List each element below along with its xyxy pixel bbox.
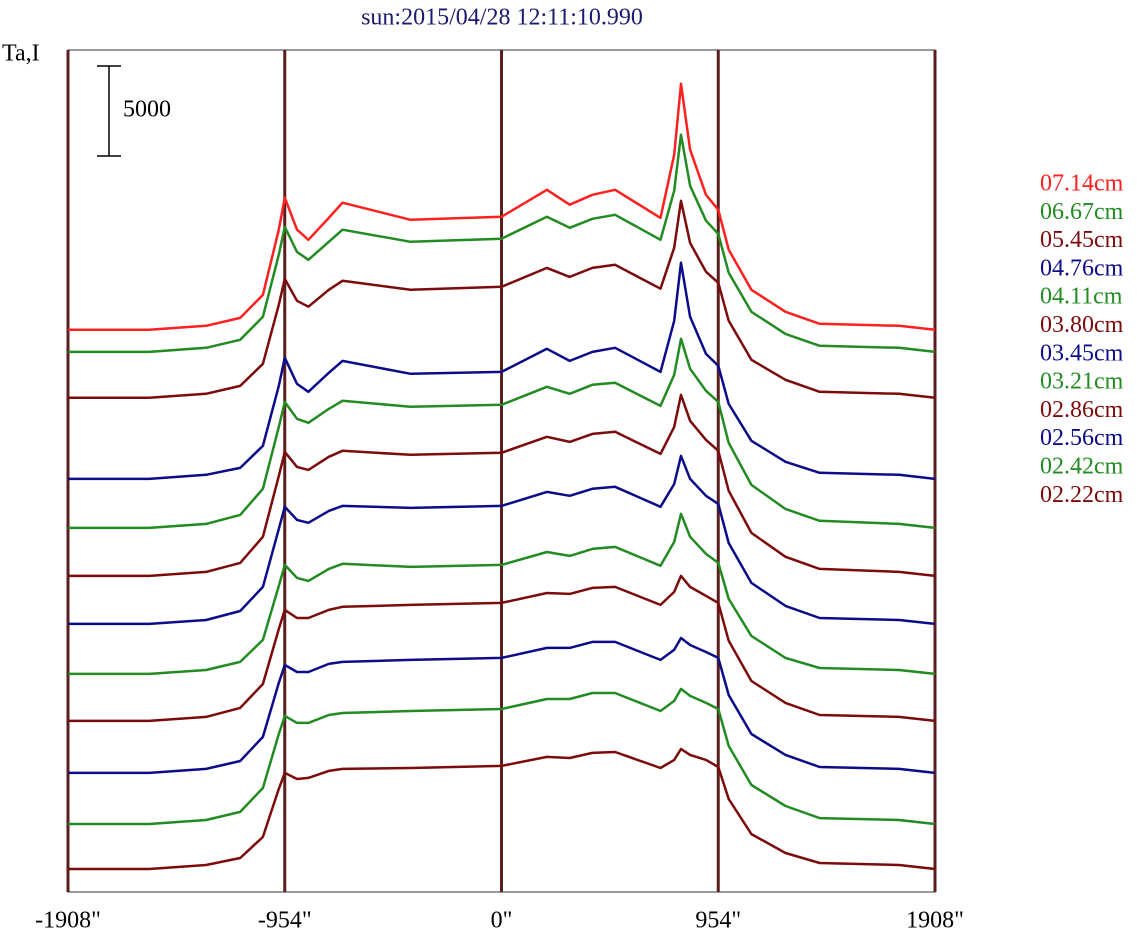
legend-label: 04.11cm — [1040, 284, 1123, 310]
x-tick-label: 954" — [695, 908, 741, 934]
y-axis-label: Ta,I — [2, 41, 40, 67]
series-line — [68, 574, 936, 723]
legend-label: 02.56cm — [1040, 425, 1124, 451]
series-line — [68, 337, 936, 530]
legend-label: 02.86cm — [1040, 397, 1124, 423]
series-line — [68, 687, 936, 826]
x-tick-label: -954" — [258, 908, 312, 934]
series-line — [68, 636, 936, 775]
x-tick-label: -1908" — [35, 908, 101, 934]
scale-bar-label: 5000 — [123, 96, 171, 122]
legend-label: 02.22cm — [1040, 482, 1124, 508]
chart-title: sun:2015/04/28 12:11:10.990 — [361, 5, 643, 31]
legend-label: 02.42cm — [1040, 454, 1124, 480]
series-line — [68, 747, 936, 871]
series-line — [68, 261, 936, 481]
legend-label: 04.76cm — [1040, 255, 1124, 281]
legend-label: 07.14cm — [1040, 171, 1124, 197]
series-line — [68, 512, 936, 676]
legend-label: 03.80cm — [1040, 312, 1124, 338]
legend-label: 06.67cm — [1040, 199, 1124, 225]
legend-label: 03.45cm — [1040, 340, 1124, 366]
series-line — [68, 454, 936, 626]
x-tick-label: 0" — [491, 908, 513, 934]
series-line — [68, 82, 936, 332]
legend-label: 05.45cm — [1040, 227, 1124, 253]
series-line — [68, 393, 936, 578]
series-line — [68, 133, 936, 354]
x-tick-label: 1908" — [906, 908, 964, 934]
series-line — [68, 199, 936, 400]
legend-label: 03.21cm — [1040, 369, 1124, 395]
